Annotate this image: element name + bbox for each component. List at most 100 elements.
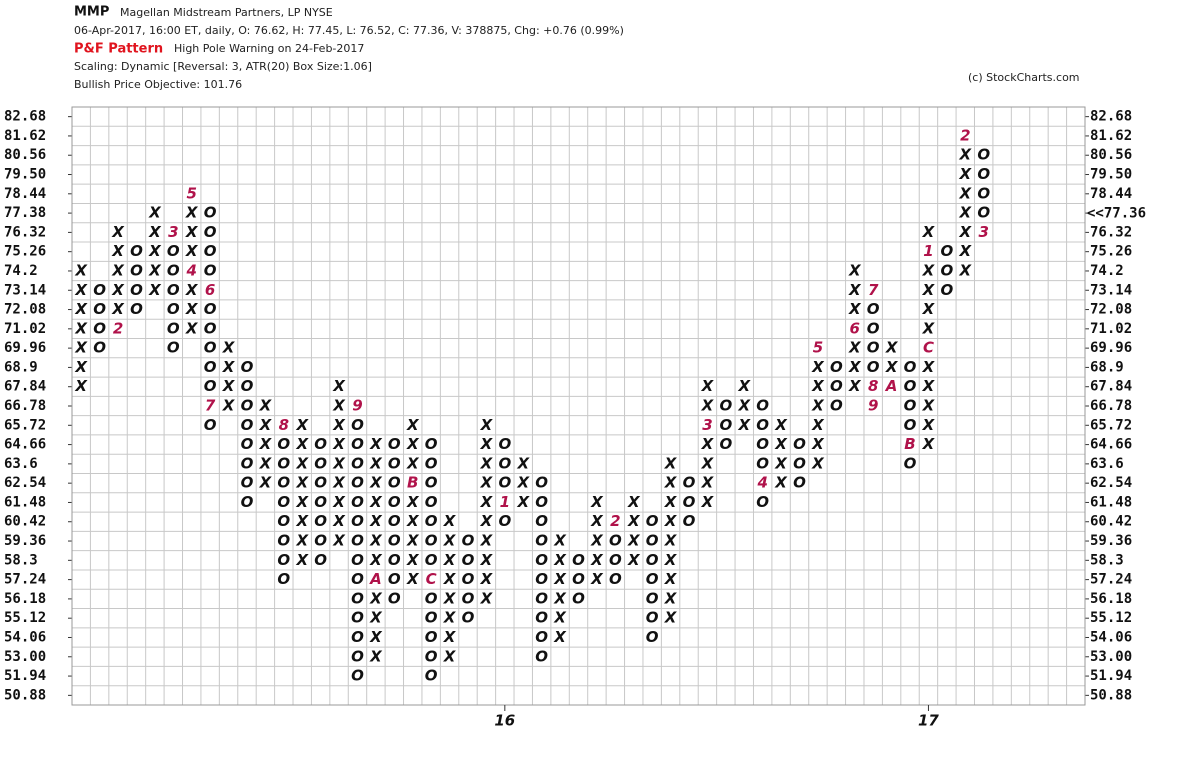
pattern: High Pole Warning on 24-Feb-2017 [174, 42, 364, 55]
o-box: O [425, 667, 438, 685]
o-box: O [314, 493, 327, 511]
y-tick-label: 59.36 [4, 533, 46, 549]
o-box: O [93, 281, 106, 299]
o-box: O [756, 416, 769, 434]
o-box: O [977, 146, 990, 164]
x-box: X [590, 551, 604, 569]
o-box: O [204, 204, 217, 222]
y-tick-label: 62.54 [4, 475, 46, 491]
month-marker: 7 [868, 281, 879, 299]
x-tick-label: 17 [918, 712, 939, 730]
o-box: O [535, 512, 548, 530]
y-tick-label-right: 57.24 [1090, 572, 1132, 588]
x-box: X [848, 281, 862, 299]
x-box: X [148, 281, 162, 299]
o-box: O [535, 589, 548, 607]
x-box: X [774, 435, 788, 453]
o-box: O [719, 416, 732, 434]
o-box: O [241, 416, 254, 434]
x-box: X [811, 397, 825, 415]
o-box: O [277, 532, 290, 550]
o-box: O [756, 435, 769, 453]
x-box: X [406, 512, 420, 530]
o-box: O [977, 184, 990, 202]
x-box: X [922, 223, 936, 241]
x-box: X [516, 454, 530, 472]
pnf-column: OOO [940, 242, 953, 299]
y-tick-label-right: 78.44 [1090, 186, 1132, 202]
plot-frame [71, 106, 1086, 706]
x-box: X [332, 416, 346, 434]
o-box: O [425, 589, 438, 607]
o-box: O [388, 454, 401, 472]
o-box: O [277, 435, 290, 453]
x-box: X [332, 435, 346, 453]
x-box: X [369, 628, 383, 646]
symbol: MMP [74, 5, 109, 20]
x-box: X [369, 609, 383, 627]
y-tick-label: 58.3 [4, 552, 38, 568]
o-box: O [388, 551, 401, 569]
month-marker: 5 [813, 339, 823, 357]
o-box: O [646, 589, 659, 607]
o-box: O [167, 339, 180, 357]
x-box: X [664, 532, 678, 550]
x-box: X [737, 416, 751, 434]
x-box: X [185, 319, 199, 337]
x-box: X [590, 532, 604, 550]
x-box: X [406, 570, 420, 588]
o-box: O [93, 300, 106, 318]
x-box: X [332, 532, 346, 550]
y-tick-label: 78.44 [4, 186, 46, 202]
o-box: O [940, 261, 953, 279]
month-marker: 3 [168, 223, 178, 241]
x-box: X [848, 358, 862, 376]
x-box: X [553, 551, 567, 569]
x-box: X [480, 454, 494, 472]
x-box: X [295, 532, 309, 550]
x-box: X [259, 474, 273, 492]
o-box: O [793, 454, 806, 472]
o-box: O [351, 532, 364, 550]
month-marker: C [426, 570, 437, 588]
o-box: O [277, 551, 290, 569]
month-marker: 9 [352, 397, 362, 415]
y-tick-label-right: 63.6 [1090, 456, 1124, 472]
y-tick-label: 68.9 [4, 359, 38, 375]
credit: (c) StockCharts.com [968, 71, 1080, 84]
x-box: X [922, 261, 936, 279]
o-box: O [167, 319, 180, 337]
x-box: X [443, 570, 457, 588]
x-box: X [701, 377, 715, 395]
month-marker: A [885, 377, 898, 395]
month-marker: 8 [279, 416, 289, 434]
y-tick-label: 80.56 [4, 147, 46, 163]
y-tick-label: 77.38 [4, 205, 46, 221]
o-box: O [830, 358, 843, 376]
o-box: O [241, 358, 254, 376]
month-marker: 8 [868, 377, 878, 395]
o-box: O [314, 512, 327, 530]
o-box: O [351, 647, 364, 665]
y-tick-label: 81.62 [4, 128, 46, 144]
o-box: O [167, 242, 180, 260]
x-box: X [627, 493, 641, 511]
x-box: X [958, 204, 972, 222]
last-price-label: <<77.36 [1087, 205, 1146, 221]
x-box: X [369, 551, 383, 569]
o-box: O [351, 628, 364, 646]
pnf-column: OOO [683, 474, 696, 531]
x-box: X [590, 493, 604, 511]
o-box: O [167, 261, 180, 279]
o-box: O [646, 532, 659, 550]
